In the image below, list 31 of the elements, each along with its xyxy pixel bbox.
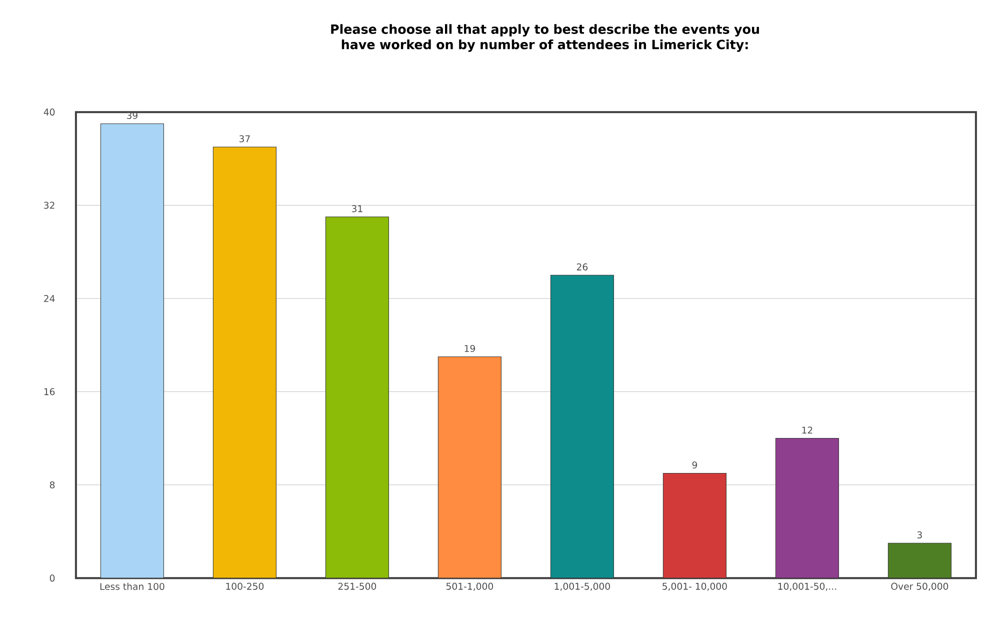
y-tick-label: 24 — [44, 295, 55, 302]
y-tick-label: 40 — [44, 108, 55, 116]
data-label: 12 — [802, 426, 812, 434]
data-label: 19 — [464, 344, 475, 352]
bar — [100, 123, 164, 578]
y-tick-label: 8 — [50, 481, 55, 488]
x-tick-label: 501-1,000 — [446, 582, 494, 591]
x-tick-label: 100-250 — [226, 582, 264, 590]
x-tick-label: 1,001-5,000 — [554, 582, 610, 591]
x-tick-label: 5,001- 10,000 — [662, 582, 727, 591]
bar — [550, 274, 614, 578]
y-tick-label: 16 — [44, 388, 55, 396]
data-label: 9 — [692, 461, 697, 468]
bar — [438, 356, 502, 578]
bar — [325, 216, 389, 578]
data-label: 26 — [576, 263, 588, 270]
bar — [212, 146, 276, 578]
bar — [888, 542, 952, 578]
data-label: 37 — [239, 135, 250, 142]
y-tick-label: 0 — [50, 574, 55, 582]
data-label: 3 — [917, 531, 922, 538]
chart-title: Please choose all that apply to best describe the events you have worked on by number of attendees in Limerick City: — [331, 24, 759, 52]
x-tick-label: 251-500 — [338, 582, 376, 590]
bar — [662, 472, 726, 578]
bar — [775, 438, 839, 578]
data-label: 39 — [126, 112, 138, 119]
x-tick-label: Over 50,000 — [891, 582, 948, 591]
y-tick-label: 32 — [44, 202, 54, 209]
x-tick-label: Less than 100 — [100, 582, 164, 590]
data-label: 31 — [352, 205, 362, 212]
x-tick-label: 10,001-50,... — [778, 582, 836, 591]
